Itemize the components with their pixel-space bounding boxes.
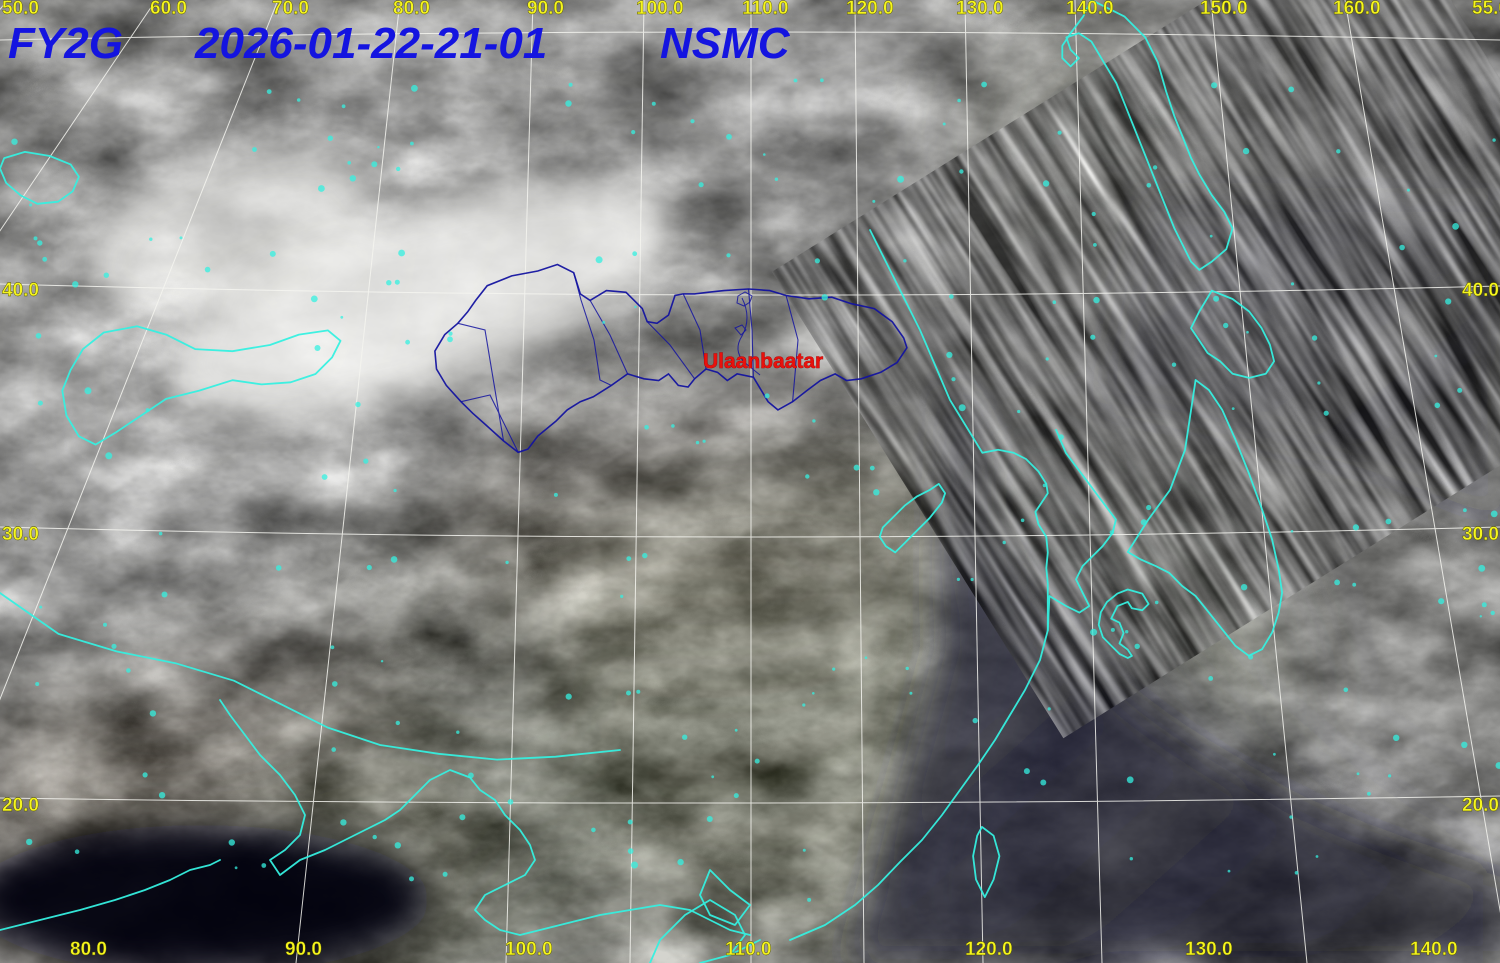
svg-text:Ulaanbaatar: Ulaanbaatar bbox=[703, 350, 823, 373]
